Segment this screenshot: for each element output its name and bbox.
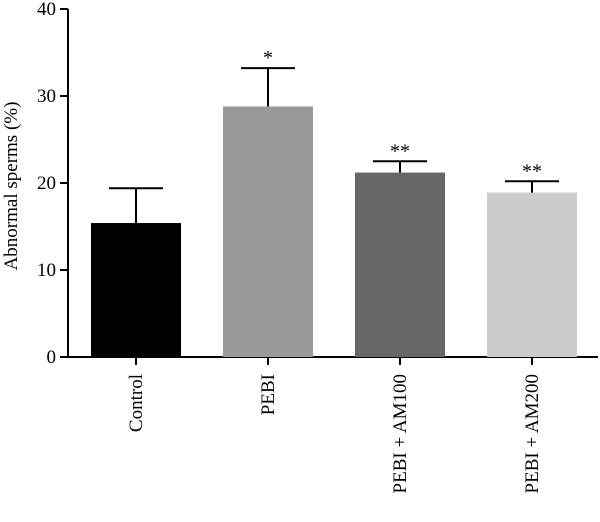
x-category-label: PEBI + AM100 xyxy=(390,374,411,493)
significance-label: ** xyxy=(390,140,410,162)
y-tick-label: 0 xyxy=(47,347,57,368)
x-category-label: Control xyxy=(126,374,147,432)
labels: 0 10 20 30 40 Control * PEBI ** PEBI + AM100 ** PEB… xyxy=(37,0,543,493)
y-tick-label: 40 xyxy=(37,0,56,20)
significance-label: * xyxy=(263,47,273,69)
y-tick-label: 10 xyxy=(37,260,56,281)
bars xyxy=(91,67,577,357)
y-tick-label: 20 xyxy=(37,173,56,194)
bar xyxy=(223,106,313,357)
y-axis-title: Abnormal sperms (%) xyxy=(1,102,22,271)
bar xyxy=(91,223,181,357)
bar xyxy=(355,172,445,357)
bar xyxy=(487,192,577,357)
significance-label: ** xyxy=(522,160,542,182)
y-tick-label: 30 xyxy=(37,86,56,107)
x-category-label: PEBI xyxy=(258,374,279,415)
x-category-label: PEBI + AM200 xyxy=(522,374,543,493)
